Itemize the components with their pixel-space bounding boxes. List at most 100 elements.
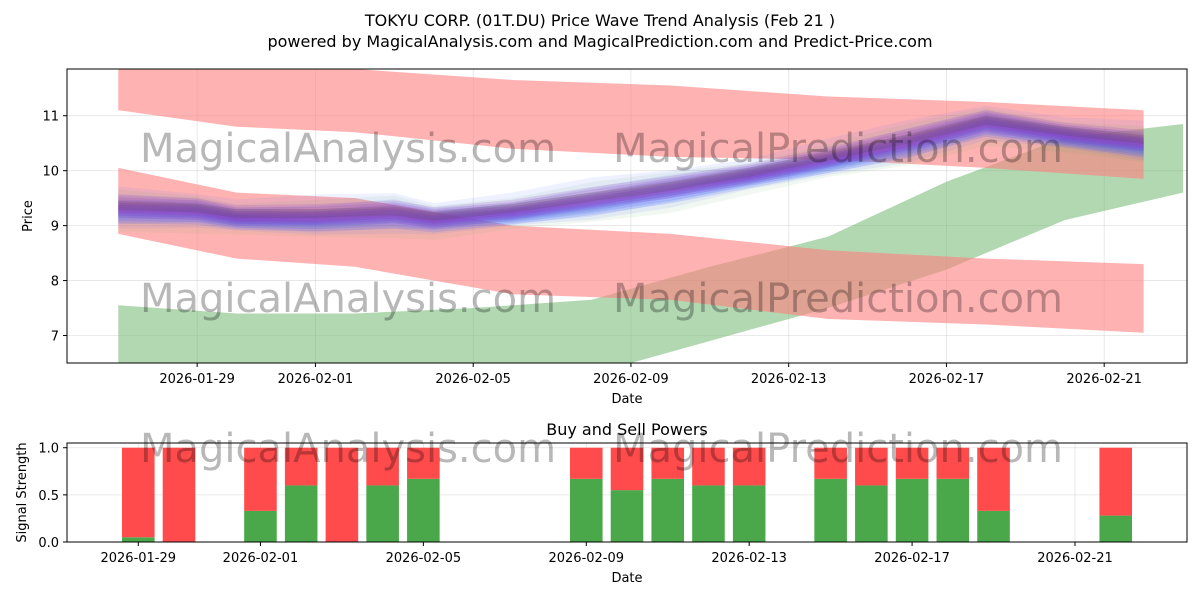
price-x-tick-label: 2026-02-17 bbox=[909, 372, 985, 387]
chart-subtitle: powered by MagicalAnalysis.com and Magic… bbox=[267, 32, 932, 51]
price-x-tick-label: 2026-02-13 bbox=[751, 372, 827, 387]
price-y-axis-label: Price bbox=[21, 200, 36, 232]
wave-ribbon-dense bbox=[118, 115, 1144, 221]
red-band-area bbox=[118, 69, 1144, 179]
buy-bar bbox=[651, 478, 685, 542]
signal-x-tick-label: 2026-02-17 bbox=[874, 551, 950, 566]
wave-ribbon-light bbox=[118, 121, 1144, 233]
sell-bar bbox=[407, 447, 440, 479]
sell-bar bbox=[284, 447, 318, 486]
buy-bar bbox=[366, 485, 399, 542]
sell-bar bbox=[895, 447, 929, 479]
sell-bar bbox=[244, 447, 277, 511]
signal-panel-title: Buy and Sell Powers bbox=[546, 420, 708, 439]
wave-ribbon-light bbox=[118, 107, 1144, 220]
wave-ribbon-light bbox=[118, 127, 1144, 235]
signal-x-tick-label: 2026-02-05 bbox=[386, 551, 462, 566]
sell-bar bbox=[1099, 447, 1133, 516]
price-x-tick-label: 2026-01-29 bbox=[159, 372, 235, 387]
signal-panel: Buy and Sell Powers 0.0 0.5 1.0 2026-01-29 20… bbox=[15, 420, 1188, 586]
wave-ribbon bbox=[118, 112, 1144, 221]
wave-ribbon bbox=[118, 116, 1144, 224]
buy-bar bbox=[569, 478, 603, 542]
buy-bar bbox=[407, 478, 440, 542]
price-y-tick-label: 11 bbox=[42, 110, 59, 125]
buy-bar bbox=[121, 537, 155, 542]
signal-y-tick-label: 1.0 bbox=[38, 442, 59, 457]
watermark-text: MagicalPrediction.com bbox=[613, 276, 1063, 322]
signal-x-tick-label: 2026-02-01 bbox=[223, 551, 299, 566]
red-band-area bbox=[118, 167, 1144, 333]
sell-bar bbox=[814, 447, 847, 479]
signal-y-axis-label: Signal Strength bbox=[15, 442, 30, 542]
watermark-text: MagicalPrediction.com bbox=[613, 426, 1063, 472]
sell-bar bbox=[162, 447, 196, 542]
sell-bar bbox=[366, 447, 399, 486]
sell-bar bbox=[325, 447, 359, 542]
wave-ribbon-light bbox=[118, 132, 1144, 241]
price-x-tick-label: 2026-02-09 bbox=[593, 372, 669, 387]
signal-y-tick-label: 0.0 bbox=[38, 536, 59, 551]
wave-ribbon-dense bbox=[118, 117, 1144, 223]
price-plot-frame bbox=[66, 68, 1188, 364]
price-y-tick-label: 10 bbox=[42, 165, 59, 180]
signal-x-tick-label: 2026-02-09 bbox=[548, 551, 624, 566]
buy-bar bbox=[855, 485, 888, 542]
watermark-text: MagicalPrediction.com bbox=[613, 126, 1063, 172]
buy-bar bbox=[936, 478, 970, 542]
wave-ribbon bbox=[118, 120, 1144, 228]
price-y-tick-label: 9 bbox=[51, 220, 59, 235]
buy-bar bbox=[1099, 515, 1133, 542]
price-x-axis-label: Date bbox=[611, 392, 642, 407]
sell-bar bbox=[732, 447, 766, 486]
buy-bar bbox=[692, 485, 725, 542]
price-x-tick-label: 2026-02-01 bbox=[278, 372, 354, 387]
price-panel: 7 8 9 10 11 2026-01-29 2026-02-01 2026-02-05 202… bbox=[21, 68, 1188, 407]
wave-ribbon-dense bbox=[118, 123, 1144, 229]
signal-plot-frame bbox=[66, 442, 1188, 543]
buy-bar bbox=[610, 490, 644, 542]
signal-x-tick-label: 2026-02-21 bbox=[1037, 551, 1113, 566]
wave-ribbon bbox=[118, 110, 1144, 219]
wave-ribbon bbox=[118, 118, 1144, 226]
sell-bar bbox=[977, 447, 1010, 511]
buy-bar bbox=[732, 485, 766, 542]
watermark-text: MagicalAnalysis.com bbox=[140, 426, 556, 472]
watermark-text: MagicalAnalysis.com bbox=[140, 126, 556, 172]
price-y-tick-label: 7 bbox=[51, 330, 59, 345]
buy-bar bbox=[244, 510, 277, 542]
watermark-layer: MagicalAnalysis.com MagicalPrediction.co… bbox=[140, 126, 1063, 472]
sell-bar bbox=[121, 447, 155, 538]
sell-bar bbox=[692, 447, 725, 486]
wave-ribbon-light bbox=[118, 116, 1144, 230]
price-y-tick-label: 8 bbox=[51, 275, 59, 290]
price-x-tick-label: 2026-02-05 bbox=[435, 372, 511, 387]
sell-bar bbox=[610, 447, 644, 491]
wave-ribbon bbox=[118, 123, 1144, 230]
sell-bar bbox=[569, 447, 603, 479]
signal-x-axis-label: Date bbox=[611, 571, 642, 586]
signal-x-tick-label: 2026-02-13 bbox=[711, 551, 787, 566]
buy-bar bbox=[284, 485, 318, 542]
sell-bar bbox=[936, 447, 970, 479]
buy-bar bbox=[895, 478, 929, 542]
wave-ribbon bbox=[118, 114, 1144, 222]
signal-y-tick-label: 0.5 bbox=[38, 489, 59, 504]
price-x-tick-label: 2026-02-21 bbox=[1066, 372, 1142, 387]
wave-ribbon-light bbox=[118, 109, 1144, 222]
price-plot-area bbox=[118, 69, 1184, 363]
wave-ribbon-light bbox=[118, 112, 1144, 225]
watermark-text: MagicalAnalysis.com bbox=[140, 276, 556, 322]
sell-bar bbox=[855, 447, 888, 486]
wave-ribbon bbox=[118, 125, 1144, 233]
signal-x-tick-label: 2026-01-29 bbox=[100, 551, 176, 566]
chart-title: TOKYU CORP. (01T.DU) Price Wave Trend An… bbox=[364, 11, 835, 30]
buy-bar bbox=[814, 478, 847, 542]
wave-ribbon-light bbox=[118, 105, 1144, 217]
wave-ribbon-dense bbox=[118, 121, 1144, 227]
wave-ribbon-dense bbox=[118, 119, 1144, 225]
buy-bar bbox=[977, 510, 1010, 542]
sell-bar bbox=[651, 447, 685, 479]
